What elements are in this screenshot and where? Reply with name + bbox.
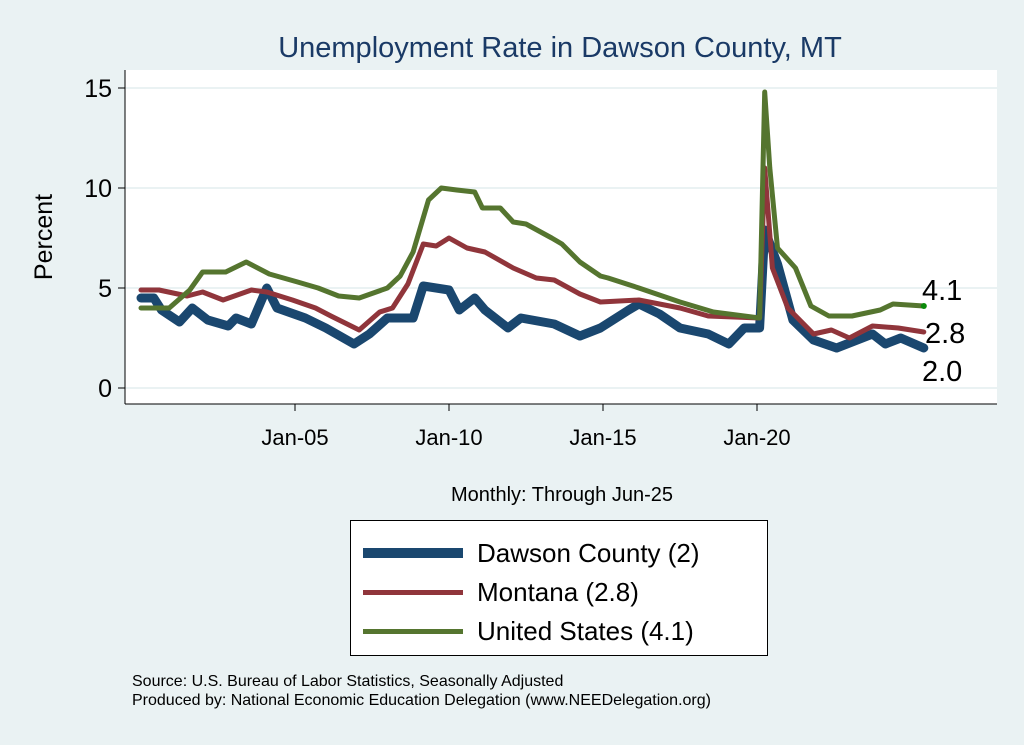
x-axis-label: Monthly: Through Jun-25 xyxy=(451,484,673,506)
legend-swatch xyxy=(363,548,463,558)
legend-label: United States (4.1) xyxy=(477,615,694,646)
legend-item-montana: Montana (2.8) xyxy=(363,574,639,610)
y-tick-label: 5 xyxy=(98,275,112,303)
legend: Dawson County (2) Montana (2.8) United S… xyxy=(350,520,768,656)
legend-label: Dawson County (2) xyxy=(477,537,700,568)
legend-item-united-states: United States (4.1) xyxy=(363,613,694,649)
plot-area xyxy=(125,70,997,404)
end-value-label: 2.0 xyxy=(922,356,962,388)
legend-item-dawson: Dawson County (2) xyxy=(363,535,700,571)
montana-line xyxy=(138,165,927,341)
us-end-marker xyxy=(920,303,927,309)
chart-title: Unemployment Rate in Dawson County, MT xyxy=(278,32,842,64)
dawson-county-line xyxy=(136,225,929,353)
legend-swatch xyxy=(363,628,463,634)
legend-label: Montana (2.8) xyxy=(477,576,639,607)
y-tick-label: 0 xyxy=(98,375,112,403)
y-tick-label: 15 xyxy=(84,75,112,103)
x-tick-label: Jan-05 xyxy=(261,425,328,450)
x-tick-label: Jan-15 xyxy=(569,425,636,450)
source-note: Source: U.S. Bureau of Labor Statistics,… xyxy=(132,672,711,710)
y-tick-label: 10 xyxy=(84,175,112,203)
y-axis-label: Percent xyxy=(30,194,58,280)
end-value-label: 2.8 xyxy=(925,318,965,350)
united-states-line xyxy=(138,89,927,321)
x-tick-label: Jan-20 xyxy=(723,425,790,450)
source-line: Source: U.S. Bureau of Labor Statistics,… xyxy=(132,673,564,690)
producer-line: Produced by: National Economic Education… xyxy=(132,692,711,709)
legend-swatch xyxy=(363,589,463,595)
x-tick-label: Jan-10 xyxy=(415,425,482,450)
end-value-label: 4.1 xyxy=(922,275,962,307)
